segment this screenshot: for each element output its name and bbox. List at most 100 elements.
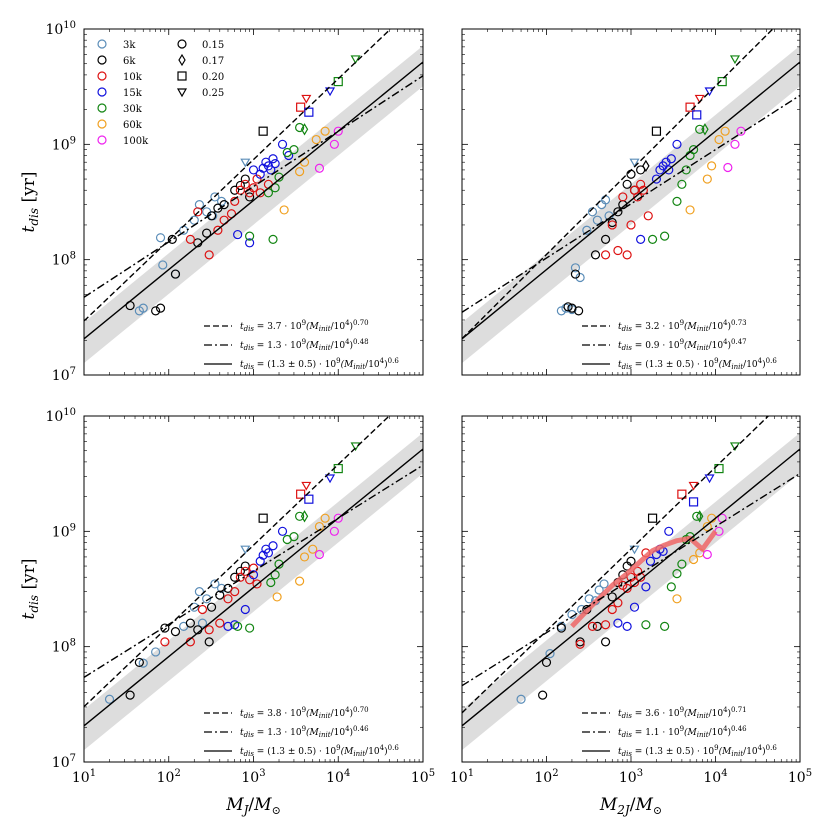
point-tr-52: [672, 196, 682, 207]
point-tr-7: [592, 215, 602, 225]
point-tr-48: [692, 110, 702, 120]
point-bl-10: [240, 545, 251, 555]
point-tl-12: [240, 158, 251, 168]
point-tr-61: [685, 205, 695, 215]
point-tl-39: [252, 174, 262, 184]
point-br-10: [538, 690, 548, 700]
point-tr-30: [618, 192, 628, 202]
fit-line-dashed-tl: [84, 29, 392, 322]
panel-br: 101 102 103 104 105 M2J/M⊙ tdis = 3.6 · 109(Mi…: [450, 415, 812, 817]
point-tr-35: [636, 179, 646, 189]
x-tick-label-bl-2: 103: [241, 768, 265, 786]
point-tl-73: [320, 126, 330, 136]
point-tr-26: [651, 126, 662, 136]
x-tick-label-br-4: 105: [788, 768, 812, 786]
point-bl-54: [270, 570, 280, 580]
point-tl-56: [304, 107, 314, 117]
point-tr-62: [702, 174, 712, 184]
point-br-64: [702, 549, 712, 560]
point-bl-48: [277, 526, 288, 536]
point-tr-19: [613, 207, 623, 217]
point-tr-41: [651, 174, 662, 184]
x-tick-label-br-2: 103: [619, 768, 643, 786]
panel-tr: tdis = 3.2 · 109(Minit/104)0.73 tdis = 0.…: [461, 28, 801, 376]
point-tl-30: [204, 250, 214, 260]
x-axis-label-br: M2J/M⊙: [599, 795, 662, 817]
point-bl-70: [333, 513, 343, 523]
point-bl-33: [240, 566, 250, 576]
x-tick-label-bl-4: 105: [411, 768, 435, 786]
point-tr-1: [561, 303, 571, 313]
point-bl-37: [296, 489, 306, 499]
point-tr-56: [688, 145, 699, 155]
legend-label-10k: 10k: [123, 72, 143, 83]
fit-label-dashdot-br: tdis = 1.1 · 109(Minit/104)0.46: [618, 725, 747, 739]
point-tl-60: [270, 183, 280, 193]
point-tr-65: [720, 126, 730, 136]
point-tl-74: [314, 163, 325, 173]
point-tl-47: [255, 169, 265, 179]
point-tl-45: [245, 238, 255, 248]
point-tl-76: [333, 126, 343, 136]
legend-swatch-15k: [97, 87, 107, 97]
point-tr-47: [672, 139, 682, 149]
point-br-50: [666, 582, 676, 592]
point-bl-36: [252, 579, 262, 589]
fit-line-dashdot-br: [462, 472, 800, 687]
point-bl-43: [255, 556, 265, 566]
point-tl-65: [268, 234, 278, 244]
point-bl-53: [266, 577, 276, 588]
point-tr-17: [600, 234, 611, 244]
point-bl-0: [104, 694, 115, 704]
point-bl-32: [235, 572, 245, 582]
y-tick-label-bl-2: 109: [52, 522, 76, 540]
legend-swatch-30k: [97, 103, 107, 113]
point-bl-14: [170, 627, 181, 637]
point-tr-54: [681, 165, 691, 175]
point-tl-72: [311, 134, 321, 145]
point-tr-67: [730, 139, 740, 149]
y-tick-label-bl-1: 108: [52, 638, 76, 656]
legend-swatch-3k: [97, 39, 107, 49]
point-br-49: [660, 621, 670, 631]
x-tick-label-br-1: 102: [534, 768, 558, 786]
point-bl-31: [230, 587, 240, 597]
fit-line-solid-tr: [462, 61, 800, 340]
point-tl-19: [202, 228, 212, 238]
uncertainty-band-bl: [84, 432, 423, 751]
point-tl-36: [240, 179, 250, 189]
point-bl-50: [325, 474, 336, 484]
point-bl-38: [301, 481, 312, 491]
point-tr-15: [574, 306, 584, 316]
point-tr-57: [695, 124, 705, 134]
point-bl-63: [295, 576, 305, 586]
point-tr-64: [714, 134, 724, 145]
fit-line-dashed-tr: [462, 29, 774, 340]
point-bl-61: [350, 442, 361, 452]
fit-label-solid-br: tdis = (1.3 ± 0.5) · 109(Minit/104)0.6: [618, 744, 777, 758]
point-tr-53: [677, 179, 687, 189]
point-tr-68: [736, 126, 746, 136]
point-tl-23: [230, 185, 240, 195]
point-tl-26: [245, 192, 255, 202]
x-axis-label-bl: MJ/M⊙: [225, 795, 281, 817]
point-tl-3: [158, 260, 168, 270]
y-axis-label-bl: tdis [yr]: [19, 559, 41, 620]
point-tr-49: [704, 87, 715, 97]
point-tl-63: [289, 145, 299, 155]
y-tick-label-tl-1: 108: [52, 251, 76, 269]
point-tr-58: [701, 123, 709, 136]
fit-line-dashdot-tl: [84, 75, 423, 298]
point-bl-30: [223, 594, 233, 604]
point-bl-27: [197, 604, 208, 615]
fit-line-dashed-br: [462, 416, 770, 714]
point-tr-63: [707, 161, 717, 171]
point-tr-46: [666, 154, 676, 164]
panel-bl: 101 102 103 104 105 107 108 109 1010 tdis [yr] MJ/…: [19, 407, 435, 817]
point-tl-52: [268, 154, 278, 164]
fit-label-solid-tr: tdis = (1.3 ± 0.5) · 109(Minit/104)0.6: [618, 357, 777, 371]
point-tr-22: [626, 169, 636, 179]
point-tl-14: [151, 306, 161, 316]
legend-label-60k: 60k: [123, 120, 143, 131]
